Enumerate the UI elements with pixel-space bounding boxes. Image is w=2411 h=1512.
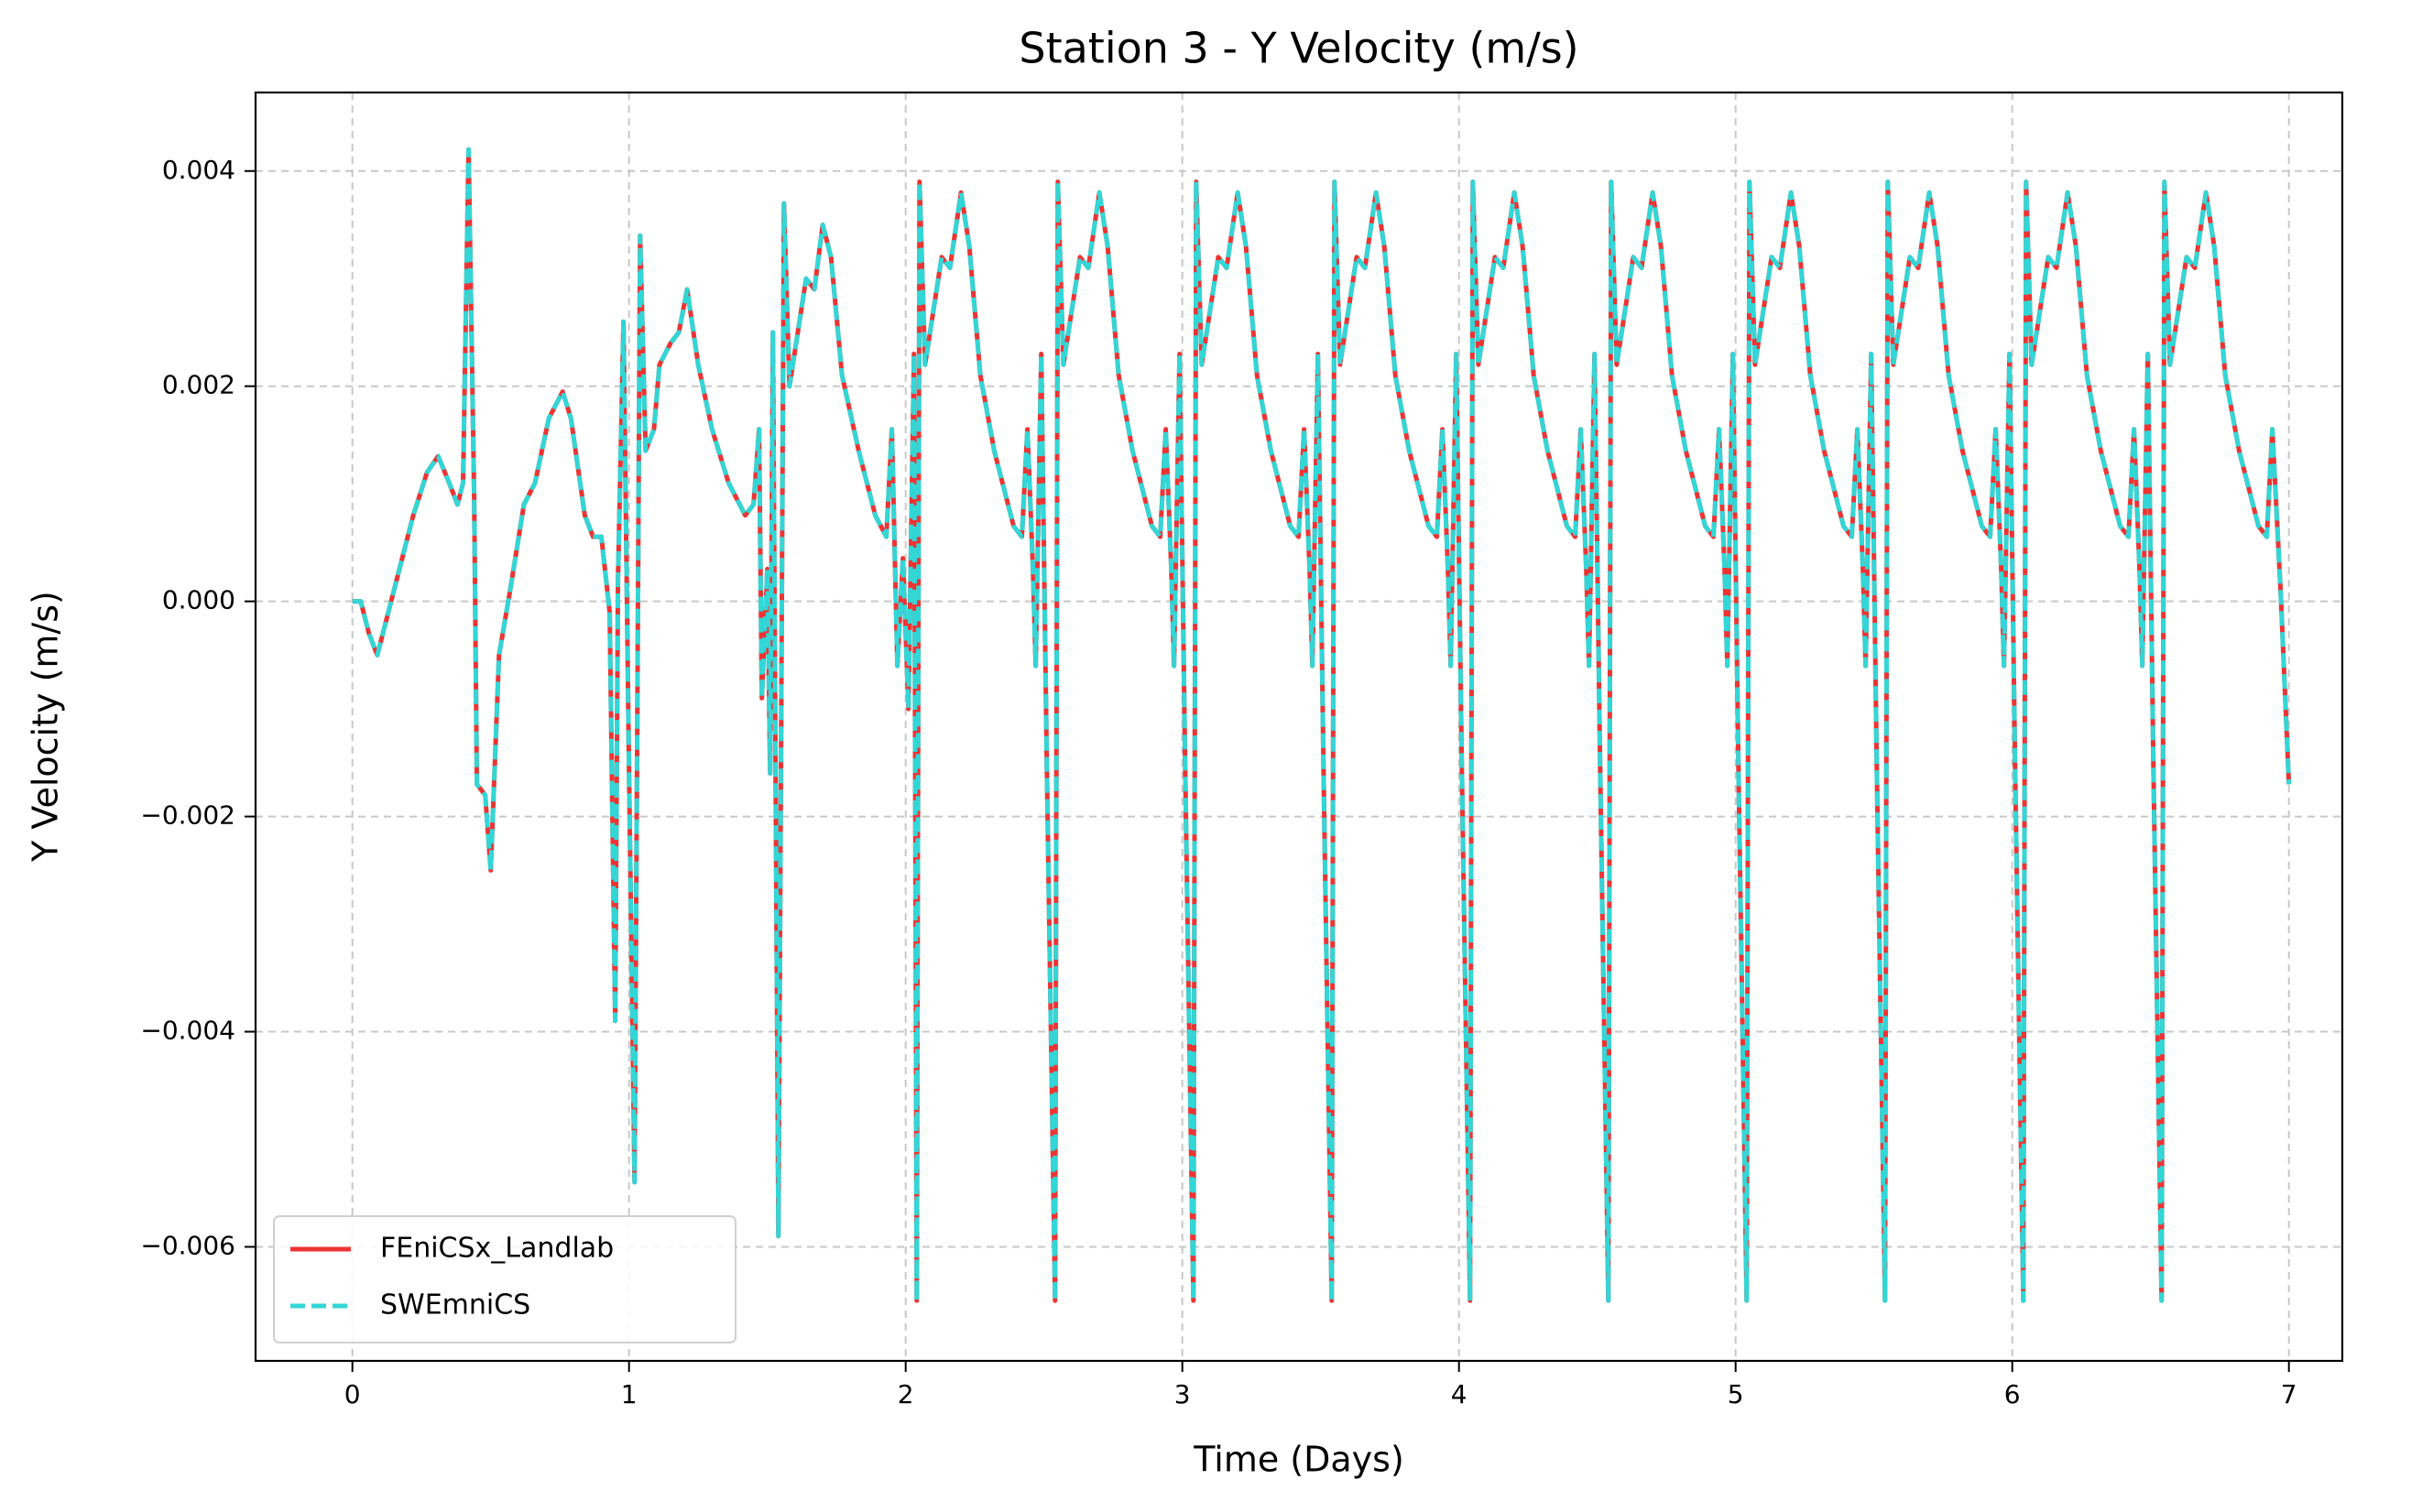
y-tick-label: 0.002 xyxy=(162,370,235,400)
legend-box xyxy=(273,1215,736,1343)
x-tick-label: 4 xyxy=(1451,1379,1467,1409)
legend-label: SWEmniCS xyxy=(380,1289,530,1322)
plot-frame xyxy=(254,91,2344,1363)
y-tick-label: 0.000 xyxy=(162,585,235,615)
x-tick-label: 7 xyxy=(2281,1379,2297,1409)
x-tick-label: 5 xyxy=(1728,1379,1744,1409)
y-tick-label: 0.004 xyxy=(162,155,235,185)
y-tick-label: −0.002 xyxy=(140,800,235,831)
x-tick-label: 3 xyxy=(1174,1379,1191,1409)
x-tick-label: 6 xyxy=(2004,1379,2021,1409)
x-tick-label: 2 xyxy=(898,1379,914,1409)
y-tick-label: −0.004 xyxy=(140,1016,235,1046)
x-tick-label: 0 xyxy=(344,1379,361,1409)
y-axis-label: Y Velocity (m/s) xyxy=(26,591,66,863)
chart-title: Station 3 - Y Velocity (m/s) xyxy=(1019,24,1578,73)
y-tick-label: −0.006 xyxy=(140,1230,235,1260)
legend-label: FEniCSx_Landlab xyxy=(380,1233,614,1265)
x-axis-label: Time (Days) xyxy=(1193,1440,1404,1480)
x-tick-label: 1 xyxy=(621,1379,638,1409)
series-line xyxy=(352,147,2292,1303)
